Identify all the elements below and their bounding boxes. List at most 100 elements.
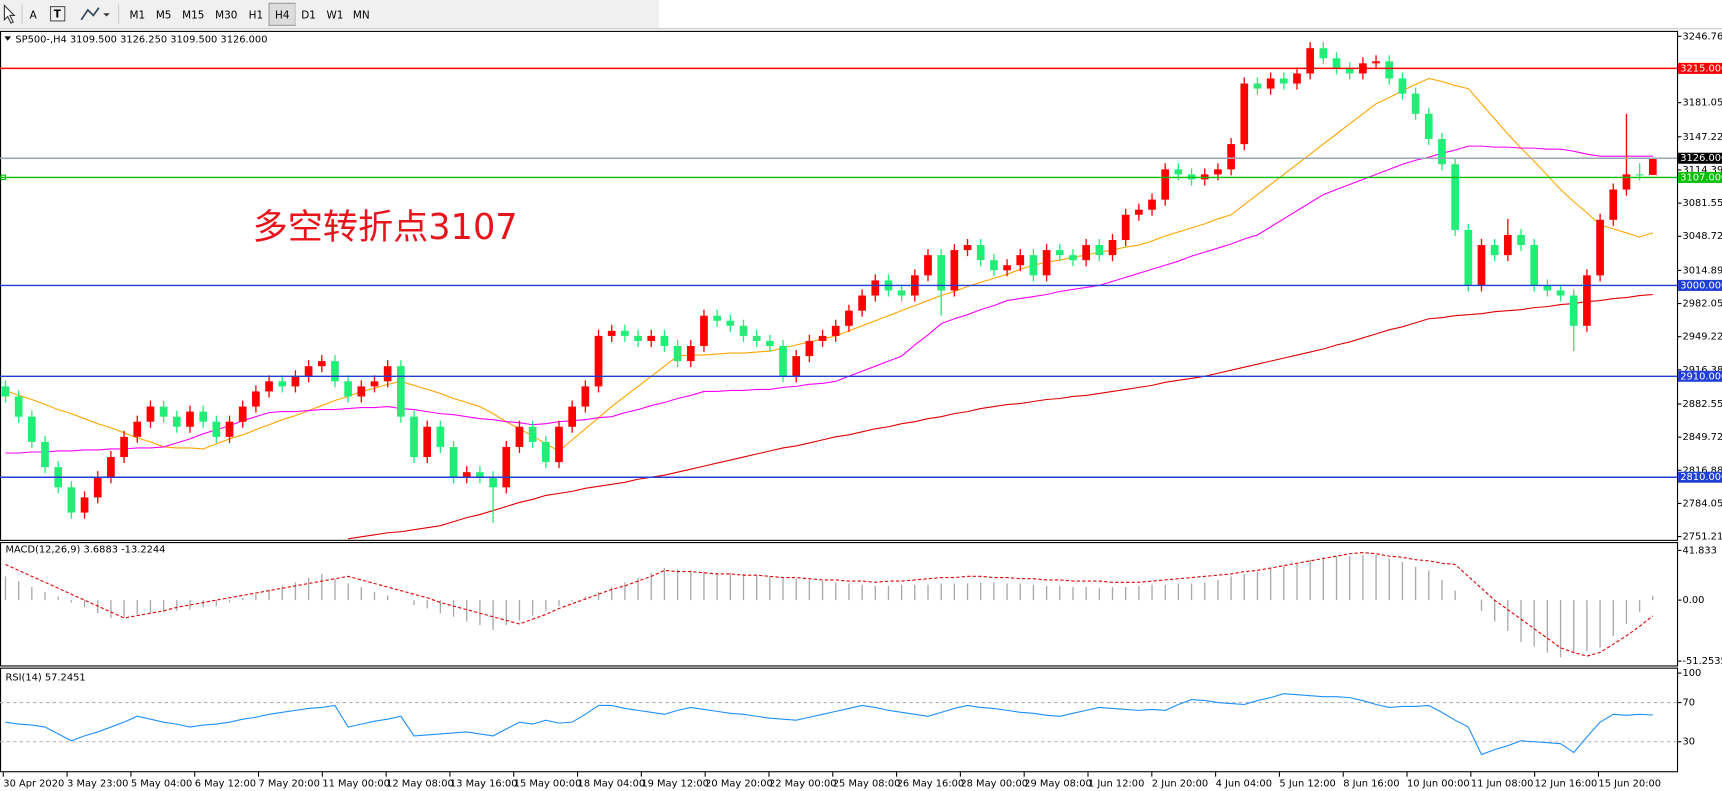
candle-body xyxy=(713,315,721,321)
x-tick-label: 11 May 00:00 xyxy=(322,778,390,789)
moving-average xyxy=(5,77,1653,452)
x-tick-label: 5 May 04:00 xyxy=(131,778,192,789)
candle-body xyxy=(673,345,682,362)
candle-body xyxy=(489,477,497,488)
candle-body xyxy=(67,487,76,513)
x-tick-label: 15 May 00:00 xyxy=(514,778,582,789)
candle-body xyxy=(818,335,827,341)
candle-body xyxy=(686,345,695,362)
timeframe-label[interactable]: H4 xyxy=(275,9,290,21)
macd-panel xyxy=(0,542,1679,667)
level-label: 3215.000 xyxy=(1680,63,1722,74)
shapes-tool[interactable] xyxy=(80,7,100,21)
candle-body xyxy=(937,255,946,291)
candle-body xyxy=(1569,295,1578,326)
x-tick-label: 25 May 08:00 xyxy=(833,778,901,789)
candle-body xyxy=(436,426,445,447)
label-tool[interactable]: T xyxy=(54,8,62,20)
y-tick-label: 3114.39 xyxy=(1682,165,1722,176)
level-label: 2810.000 xyxy=(1680,472,1722,483)
shapes-dropdown[interactable] xyxy=(103,13,110,17)
candle-body xyxy=(14,396,23,417)
y-tick-label: 2816.885 xyxy=(1682,465,1722,476)
x-tick-label: 28 May 00:00 xyxy=(960,778,1028,789)
candle-body xyxy=(1029,255,1038,276)
candle-body xyxy=(172,416,181,427)
candle-body xyxy=(1411,93,1420,114)
candle-body xyxy=(1319,48,1328,59)
x-tick-label: 12 Jun 16:00 xyxy=(1535,778,1598,789)
timeframe-button[interactable] xyxy=(295,3,322,26)
candle-body xyxy=(1253,83,1262,89)
label-tool-box[interactable] xyxy=(49,6,66,22)
timeframe-label[interactable]: D1 xyxy=(301,9,316,21)
timeframe-label[interactable]: M15 xyxy=(182,9,204,21)
candle-body xyxy=(304,366,313,377)
timeframe-label[interactable]: W1 xyxy=(326,9,343,21)
candle-body xyxy=(1596,219,1604,276)
candle-body xyxy=(726,320,735,326)
timeframe-label[interactable]: MN xyxy=(353,9,370,21)
timeframe-label[interactable]: H1 xyxy=(249,9,263,21)
text-tool[interactable]: A xyxy=(30,9,38,21)
y-tick-label: 3014.890 xyxy=(1682,265,1722,276)
candle-body xyxy=(1504,234,1512,256)
candle-body xyxy=(1622,174,1631,190)
candle-body xyxy=(924,255,932,276)
x-tick-label: 19 May 12:00 xyxy=(641,778,709,789)
candle-body xyxy=(159,406,168,417)
level-label: 3126.000 xyxy=(1680,153,1722,164)
timeframe-button[interactable] xyxy=(348,3,375,26)
candle-body xyxy=(568,406,577,427)
x-tick-label: 8 Jun 16:00 xyxy=(1343,778,1399,789)
candle-body xyxy=(462,472,471,478)
y-tick-label: 30 xyxy=(1682,737,1695,748)
candle-body xyxy=(146,406,155,422)
candle-body xyxy=(1293,73,1301,84)
timeframe-label[interactable]: M1 xyxy=(129,9,145,21)
timeframe-label[interactable]: M5 xyxy=(156,9,172,21)
timeframe-button[interactable] xyxy=(124,3,151,26)
level-label-bg xyxy=(1678,471,1722,483)
candle-body xyxy=(1635,174,1644,176)
candle-body xyxy=(1583,275,1591,326)
x-tick-label: 30 Apr 2020 xyxy=(3,778,64,789)
candle-body xyxy=(660,335,669,346)
candle-body xyxy=(1398,78,1407,94)
candle-body xyxy=(1214,169,1222,175)
y-tick-label: 3147.220 xyxy=(1682,132,1722,143)
candle-body xyxy=(1345,68,1354,74)
candle-body xyxy=(897,290,906,296)
candle-body xyxy=(1240,83,1249,145)
candle-body xyxy=(1148,199,1156,210)
timeframe-button[interactable] xyxy=(176,3,210,26)
timeframe-label[interactable]: M30 xyxy=(215,9,237,21)
x-tick-label: 2 Jun 20:00 xyxy=(1152,778,1208,789)
toolbar-blank xyxy=(658,0,1722,29)
candle-body xyxy=(779,345,787,377)
candle-body xyxy=(1424,113,1433,140)
candle-body xyxy=(449,446,458,478)
candle-body xyxy=(607,330,616,336)
candle-body xyxy=(410,416,418,458)
y-tick-label: 70 xyxy=(1682,698,1695,709)
indicator-title: RSI(14) 57.2451 xyxy=(5,673,85,684)
timeframe-button[interactable] xyxy=(150,3,177,26)
cursor-tool[interactable] xyxy=(3,4,16,24)
candle-body xyxy=(1464,229,1473,286)
candle-body xyxy=(1451,164,1459,230)
level-label-bg xyxy=(1678,152,1722,164)
candle-body xyxy=(1135,209,1143,215)
candle-body xyxy=(634,335,642,341)
candle-body xyxy=(1477,245,1486,286)
y-tick-label: 2916.385 xyxy=(1682,365,1722,376)
candle-body xyxy=(370,381,379,387)
timeframe-button[interactable] xyxy=(242,3,270,26)
candle-body xyxy=(212,421,221,437)
timeframe-button[interactable] xyxy=(209,3,243,26)
timeframe-button[interactable] xyxy=(321,3,349,26)
x-tick-label: 29 May 08:00 xyxy=(1024,778,1092,789)
x-tick-label: 1 Jun 12:00 xyxy=(1088,778,1144,789)
candle-body xyxy=(766,340,774,346)
y-tick-label: 2849.720 xyxy=(1682,432,1722,443)
